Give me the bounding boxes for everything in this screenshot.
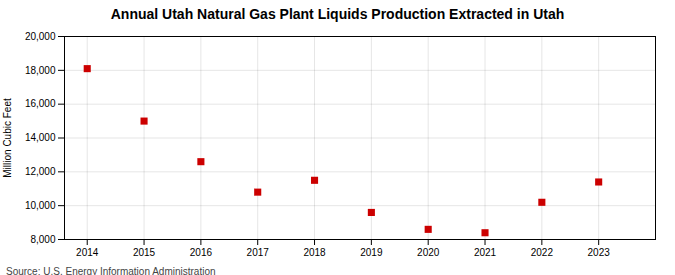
svg-text:2015: 2015	[133, 247, 156, 258]
svg-text:2021: 2021	[474, 247, 497, 258]
svg-text:16,000: 16,000	[25, 98, 56, 109]
html-text:Annual Utah Natural Gas Plant: Annual Utah Natural Gas Plant Liquids Pr…	[110, 6, 565, 22]
svg-text:10,000: 10,000	[25, 200, 56, 211]
svg-text:2023: 2023	[588, 247, 611, 258]
svg-text:2014: 2014	[76, 247, 99, 258]
svg-text:12,000: 12,000	[25, 166, 56, 177]
svg-text:2018: 2018	[303, 247, 326, 258]
svg-text:14,000: 14,000	[25, 132, 56, 143]
svg-text:8,000: 8,000	[30, 234, 55, 245]
svg-text:2022: 2022	[531, 247, 554, 258]
svg-text:20,000: 20,000	[25, 31, 56, 42]
svg-text:Million Cubic Feet: Million Cubic Feet	[2, 98, 13, 178]
svg-text:18,000: 18,000	[25, 65, 56, 76]
svg-text:2016: 2016	[190, 247, 213, 258]
svg-text:2017: 2017	[247, 247, 270, 258]
svg-text:2020: 2020	[417, 247, 440, 258]
svg-text:2019: 2019	[360, 247, 383, 258]
